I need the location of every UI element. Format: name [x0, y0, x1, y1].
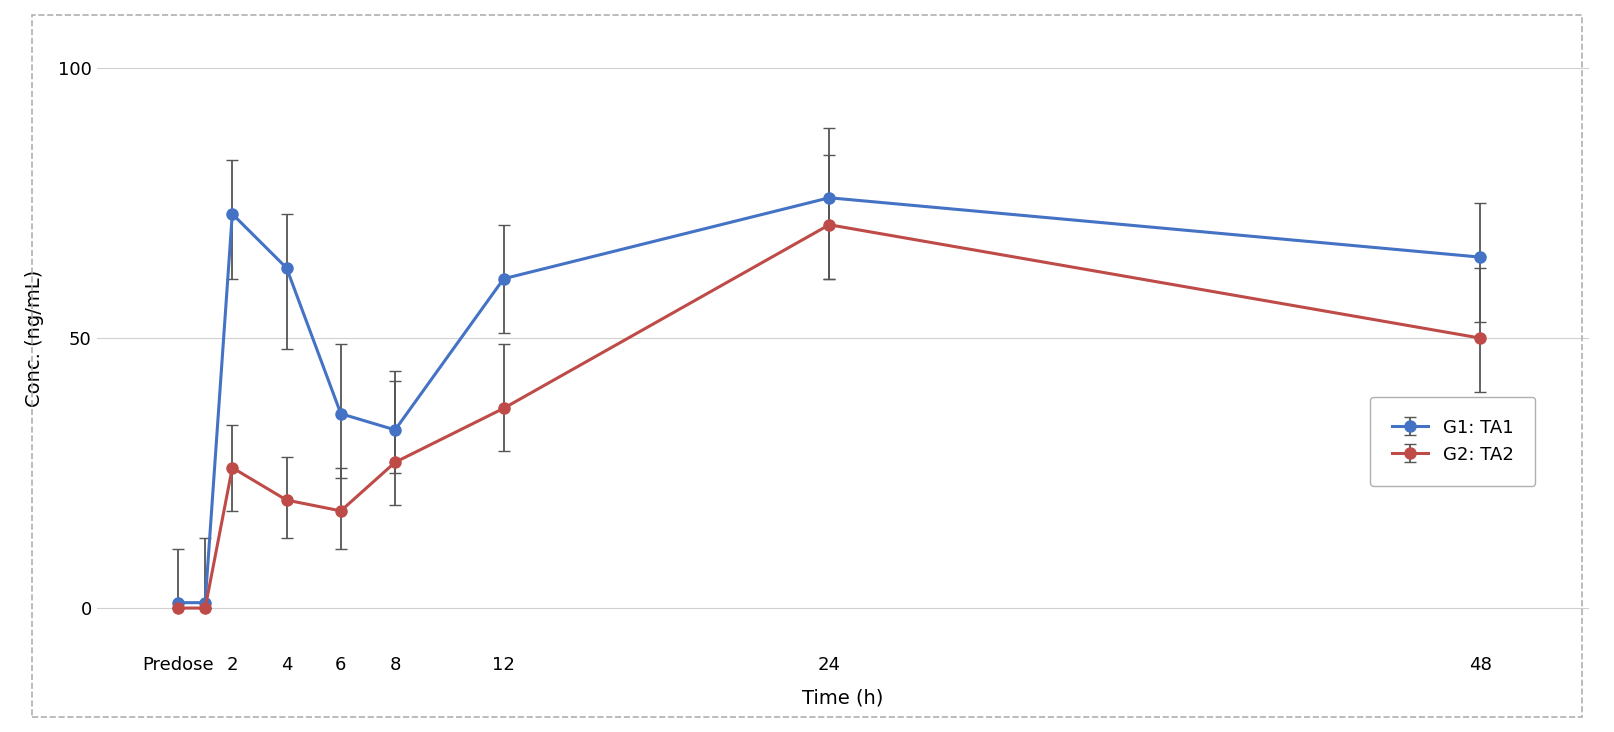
Y-axis label: Conc. (ng/mL): Conc. (ng/mL)	[24, 269, 44, 407]
X-axis label: Time (h): Time (h)	[802, 688, 883, 707]
Legend: G1: TA1, G2: TA2: G1: TA1, G2: TA2	[1370, 397, 1535, 485]
